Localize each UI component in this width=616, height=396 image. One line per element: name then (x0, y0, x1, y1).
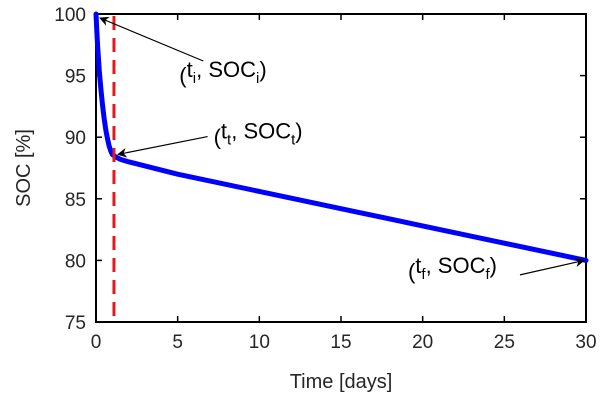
x-tick-label: 0 (91, 332, 102, 353)
y-tick-label: 90 (65, 128, 86, 149)
annotation-subscript: i (256, 70, 259, 87)
annotation-text: ) (259, 57, 266, 82)
x-tick-label: 10 (249, 332, 270, 353)
annotation-text: , SOC (426, 253, 486, 278)
annotation-text: t (221, 119, 227, 144)
annotation-text: t (415, 253, 421, 278)
y-tick-label: 95 (65, 67, 86, 88)
annotation-subscript: f (421, 266, 426, 283)
annotation-label: (tt, SOCt) (214, 119, 303, 150)
x-tick-label: 15 (330, 332, 351, 353)
annotation-arrow (117, 136, 208, 158)
y-axis-label: SOC [%] (13, 129, 35, 207)
annotation-text: ( (214, 125, 222, 150)
annotation-text: , SOC (196, 57, 256, 82)
annotation-subscript: t (227, 132, 232, 149)
annotation-text: t (187, 57, 193, 82)
annotation-label: (ti, SOCi) (179, 57, 266, 88)
y-tick-label: 100 (54, 5, 86, 26)
annotation-label: (tf, SOCf) (408, 253, 497, 284)
plot-frame (95, 13, 587, 323)
annotation-subscript: i (193, 70, 196, 87)
annotation-text: ) (295, 119, 302, 144)
annotation-text: ) (490, 253, 497, 278)
x-tick-label: 30 (575, 332, 596, 353)
x-tick-label: 20 (412, 332, 433, 353)
annotation-text: , SOC (231, 119, 291, 144)
annotation-arrow (519, 257, 585, 276)
x-tick-label: 25 (494, 332, 515, 353)
annotation-subscript: t (291, 132, 296, 149)
annotation-arrow (99, 16, 204, 62)
x-axis-label: Time [days] (290, 371, 393, 393)
annotation-text: ( (408, 259, 416, 284)
annotation-text: ( (179, 63, 187, 88)
y-tick-label: 75 (65, 313, 86, 334)
soc-series-line (93, 11, 589, 263)
annotation-subscript: f (485, 266, 490, 283)
x-tick-label: 5 (172, 332, 183, 353)
y-tick-label: 80 (65, 251, 86, 272)
y-tick-label: 85 (65, 190, 86, 211)
